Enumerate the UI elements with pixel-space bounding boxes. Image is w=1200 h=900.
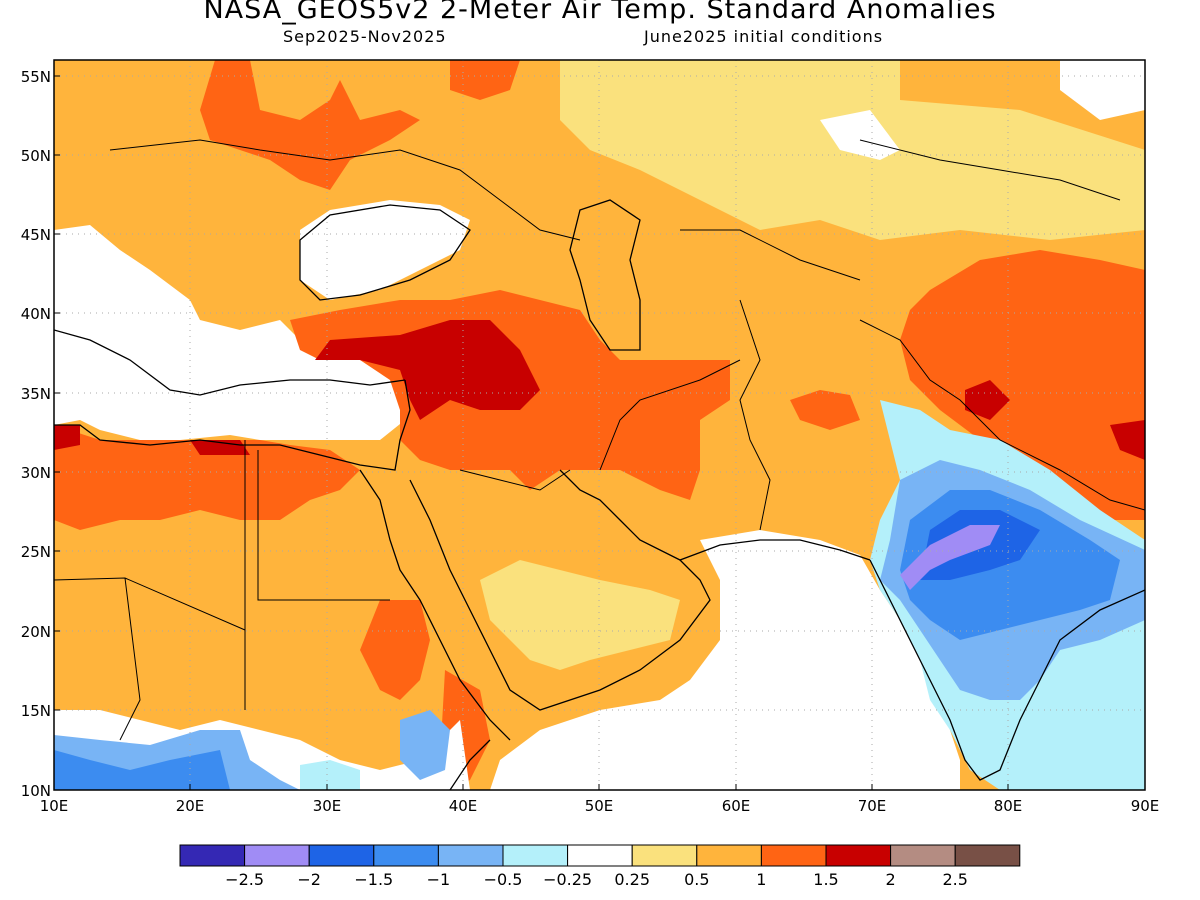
field-orange-china-west [900, 250, 1145, 520]
field-orange-europe [200, 60, 420, 190]
field-red-himalaya [965, 380, 1010, 420]
lat-label: 20N [21, 623, 51, 641]
colorbar-swatch [502, 844, 569, 867]
colorbar-swatch [696, 844, 762, 867]
lat-label: 15N [21, 702, 51, 720]
lat-label: 45N [21, 226, 51, 244]
anomaly-fields [54, 60, 1145, 790]
lat-label: 10N [21, 782, 51, 800]
lon-label: 30E [313, 797, 342, 815]
field-red-turkey-south [315, 320, 540, 420]
colorbar [179, 844, 1021, 867]
forecast-period: Sep2025-Nov2025 [283, 27, 447, 46]
lat-label: 30N [21, 464, 51, 482]
colorbar-label: −0.25 [543, 870, 592, 889]
colorbar-swatch [760, 844, 827, 867]
field-blue-sahel [54, 750, 230, 790]
colorbar-label: 2 [886, 870, 896, 889]
map-title: NASA_GEOS5v2 2-Meter Air Temp. Standard … [203, 0, 997, 25]
latitude-labels: 55N 50N 45N 40N 35N 30N 25N 20N 15N 10N [21, 68, 60, 800]
lon-label: 20E [176, 797, 205, 815]
lon-label: 60E [722, 797, 751, 815]
lon-label: 10E [40, 797, 69, 815]
field-blue-ethiopia [400, 710, 450, 780]
field-orange-north-africa [54, 425, 360, 530]
field-white-mediterranean [54, 225, 410, 440]
colorbar-swatch [373, 844, 439, 867]
lat-label: 55N [21, 68, 51, 86]
country-borders [54, 139, 1145, 741]
colorbar-swatch [308, 844, 375, 867]
lat-label: 35N [21, 385, 51, 403]
colorbar-label: 1.5 [813, 870, 838, 889]
colorbar-label: −1.5 [354, 870, 393, 889]
lon-label: 90E [1131, 797, 1160, 815]
lon-label: 50E [585, 797, 614, 815]
colorbar-swatch [890, 844, 956, 867]
lat-label: 50N [21, 147, 51, 165]
field-pale-blue-sudan [300, 760, 360, 790]
field-white-black-sea [300, 200, 470, 300]
colorbar-label: 0.5 [684, 870, 709, 889]
colorbar-swatch [179, 844, 246, 867]
field-red-tibet-east [1110, 420, 1145, 460]
colorbar-label: −0.5 [484, 870, 523, 889]
colorbar-swatch [631, 844, 698, 867]
initial-conditions: June2025 initial conditions [644, 27, 884, 46]
coastlines [54, 199, 1145, 790]
field-white-arabian-sea [490, 530, 960, 790]
field-yellow-arabia [480, 560, 680, 670]
lon-label: 70E [858, 797, 887, 815]
field-white-central-asia [820, 110, 900, 160]
lat-label: 40N [21, 305, 51, 323]
colorbar-swatch [437, 844, 504, 867]
lon-label: 40E [449, 797, 478, 815]
colorbar-label: −2.5 [225, 870, 264, 889]
colorbar-swatch [825, 844, 892, 867]
colorbar-swatch [244, 844, 310, 867]
field-red-libya-coast [54, 425, 80, 450]
colorbar-swatch [954, 844, 1021, 867]
field-purple-india [900, 525, 1000, 590]
lon-label: 80E [994, 797, 1023, 815]
field-orange-red-sea [360, 600, 430, 700]
colorbar-label: 1 [756, 870, 766, 889]
colorbar-label: −1 [427, 870, 451, 889]
colorbar-swatch [567, 844, 633, 867]
lat-label: 25N [21, 543, 51, 561]
colorbar-label: −2 [297, 870, 321, 889]
longitude-labels: 10E 20E 30E 40E 50E 60E 70E 80E 90E [40, 784, 1160, 815]
colorbar-label: 0.25 [614, 870, 650, 889]
colorbar-label: 2.5 [942, 870, 967, 889]
field-orange-eastern-europe [450, 60, 520, 100]
field-white-siberia [1060, 60, 1145, 120]
colorbar-labels: −2.5 −2 −1.5 −1 −0.5 −0.25 0.25 0.5 1 1.5 2 2.5 [225, 870, 968, 889]
field-orange-afghanistan [790, 390, 860, 430]
